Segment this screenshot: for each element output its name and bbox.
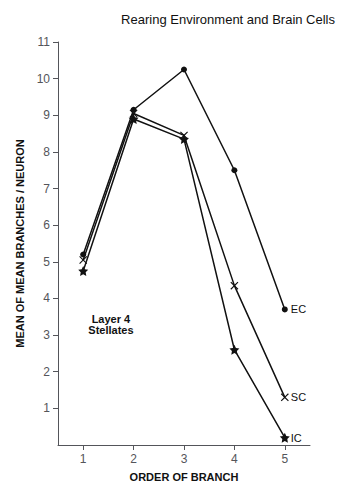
svg-text:2: 2 xyxy=(130,452,137,466)
svg-text:8: 8 xyxy=(43,145,50,159)
svg-text:4: 4 xyxy=(231,452,238,466)
svg-text:Stellates: Stellates xyxy=(88,324,133,336)
svg-text:4: 4 xyxy=(43,291,50,305)
svg-text:9: 9 xyxy=(43,108,50,122)
svg-text:MEAN OF MEAN BRANCHES / NEURON: MEAN OF MEAN BRANCHES / NEURON xyxy=(14,139,26,347)
svg-text:11: 11 xyxy=(38,35,51,49)
svg-text:SC: SC xyxy=(291,391,306,403)
svg-text:Layer 4: Layer 4 xyxy=(91,313,131,326)
svg-text:5: 5 xyxy=(281,452,288,466)
svg-text:IC: IC xyxy=(291,432,302,444)
svg-text:ORDER OF BRANCH: ORDER OF BRANCH xyxy=(130,471,239,483)
svg-text:1: 1 xyxy=(80,452,87,466)
svg-text:7: 7 xyxy=(43,182,50,196)
svg-text:5: 5 xyxy=(43,255,50,269)
svg-text:EC: EC xyxy=(291,303,306,315)
svg-text:10: 10 xyxy=(37,72,51,86)
svg-text:Rearing Environment and Brain: Rearing Environment and Brain Cells xyxy=(121,12,335,27)
svg-text:3: 3 xyxy=(43,328,50,342)
svg-text:3: 3 xyxy=(181,452,188,466)
svg-text:6: 6 xyxy=(43,218,50,232)
svg-text:1: 1 xyxy=(43,401,50,415)
svg-text:2: 2 xyxy=(43,365,50,379)
